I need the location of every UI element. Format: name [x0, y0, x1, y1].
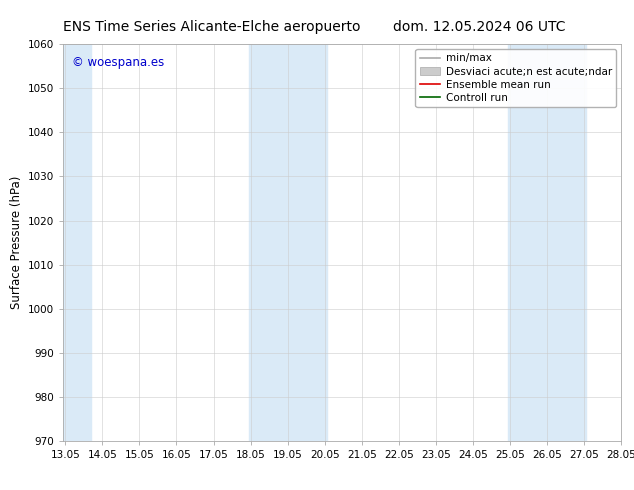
Text: © woespana.es: © woespana.es: [72, 56, 164, 69]
Bar: [63, 44, 91, 441]
Bar: [508, 44, 586, 441]
Y-axis label: Surface Pressure (hPa): Surface Pressure (hPa): [10, 176, 23, 309]
Bar: [249, 44, 327, 441]
Text: dom. 12.05.2024 06 UTC: dom. 12.05.2024 06 UTC: [393, 20, 566, 34]
Text: ENS Time Series Alicante-Elche aeropuerto: ENS Time Series Alicante-Elche aeropuert…: [63, 20, 361, 34]
Legend: min/max, Desviaci acute;n est acute;ndar, Ensemble mean run, Controll run: min/max, Desviaci acute;n est acute;ndar…: [415, 49, 616, 107]
